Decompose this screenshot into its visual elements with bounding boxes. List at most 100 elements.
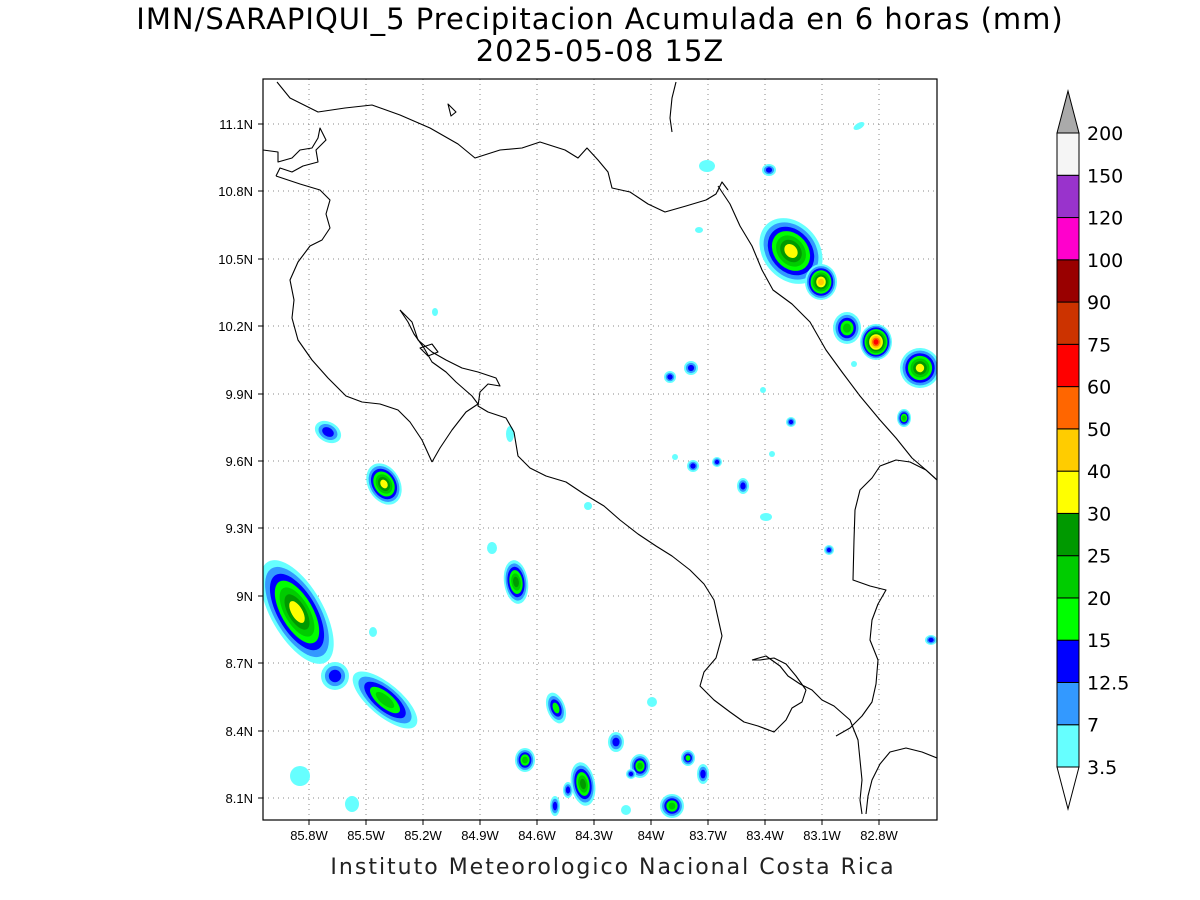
precip-contour: [584, 502, 592, 510]
precip-contour: [695, 227, 703, 233]
precip-contour: [621, 805, 631, 815]
colorbar-low-triangle: [1056, 766, 1080, 811]
colorbar-swatch: [1056, 301, 1080, 345]
precip-contour: [765, 167, 773, 173]
precip-contour: [628, 771, 634, 777]
y-tick-label: 9.6N: [226, 454, 253, 469]
x-tick-label: 85.8W: [290, 828, 328, 843]
colorbar-label: 100: [1087, 250, 1123, 272]
y-tick-label: 9.9N: [226, 387, 253, 402]
y-tick-label: 8.7N: [226, 656, 253, 671]
precip-contour: [826, 547, 832, 553]
map-subtitle-date: 2025-05-08 15Z: [475, 34, 725, 68]
x-tick-label: 82.8W: [860, 828, 898, 843]
colorbar-swatch: [1056, 174, 1080, 219]
colorbar-label: 75: [1087, 334, 1111, 356]
precip-contour: [672, 454, 678, 460]
precip-contour: [380, 479, 388, 489]
precip-contour: [714, 459, 720, 465]
colorbar-label: 90: [1087, 292, 1111, 314]
precip-contour: [637, 762, 643, 770]
colorbar-label: 40: [1087, 461, 1111, 483]
precip-contour: [784, 244, 798, 258]
precip-contour: [788, 419, 794, 425]
colorbar-label: 7: [1087, 715, 1099, 737]
precip-contour: [915, 363, 925, 373]
precip-contour: [668, 802, 676, 810]
precip-contour: [432, 308, 438, 316]
precip-contour: [699, 160, 715, 172]
precip-contour: [612, 737, 620, 747]
colorbar-legend: 3.5 7 12.5 15 20 25 30 40 50 60 75 90 100 120 150 200: [1056, 89, 1129, 811]
colorbar-swatch: [1056, 724, 1080, 768]
precip-contour: [579, 778, 587, 790]
x-tick-label: 83.1W: [803, 828, 841, 843]
colorbar-swatch: [1056, 428, 1080, 472]
x-tick-label: 85.5W: [347, 828, 385, 843]
colorbar-label: 15: [1087, 630, 1111, 652]
precip-contour: [902, 415, 906, 421]
colorbar-label: 150: [1087, 165, 1123, 187]
x-tick-label: 84.3W: [575, 828, 613, 843]
precip-contour: [369, 627, 377, 637]
colorbar-swatch: [1056, 343, 1080, 388]
colorbar-swatch: [1056, 132, 1080, 176]
colorbar-high-triangle: [1056, 89, 1080, 134]
precip-contour: [487, 542, 497, 554]
y-tick-label: 10.5N: [218, 252, 253, 267]
x-tick-label: 84.6W: [518, 828, 556, 843]
colorbar-swatch: [1056, 470, 1080, 514]
y-tick-label: 10.2N: [218, 319, 253, 334]
precip-contour: [345, 796, 359, 812]
precip-contour: [289, 601, 305, 623]
colorbar-label: 30: [1087, 503, 1111, 525]
precip-contour: [685, 755, 691, 761]
axis-tick-marks: [258, 123, 880, 825]
colorbar-swatch: [1056, 555, 1080, 599]
precip-contour: [928, 637, 934, 643]
precip-contour: [565, 786, 571, 794]
precip-contour: [843, 323, 851, 333]
x-tick-label: 83.4W: [746, 828, 784, 843]
precip-contour: [851, 361, 857, 367]
colorbar-swatch: [1056, 259, 1080, 303]
y-tick-label: 9N: [236, 589, 253, 604]
precip-contour: [700, 769, 706, 779]
precip-contour: [760, 513, 772, 521]
credit-footer: Instituto Meteorologico Nacional Costa R…: [330, 855, 896, 880]
precip-contour: [853, 122, 865, 130]
colorbar-swatch: [1056, 597, 1080, 641]
precipitation-cells: [263, 122, 937, 818]
precip-contour: [687, 364, 695, 372]
precip-contour: [328, 669, 342, 683]
precip-contour: [760, 387, 766, 393]
precip-contour: [690, 463, 696, 469]
y-tick-label: 11.1N: [219, 117, 253, 132]
precip-contour: [513, 576, 519, 588]
colorbar-swatch: [1056, 512, 1080, 557]
map-frame: [262, 78, 938, 821]
colorbar-label: 3.5: [1087, 757, 1117, 779]
precip-contour: [873, 339, 879, 345]
precip-contour: [667, 374, 673, 380]
x-tick-label: 85.2W: [404, 828, 442, 843]
x-tick-label: 84W: [638, 828, 665, 843]
precip-contour: [552, 702, 560, 714]
colorbar-swatch: [1056, 681, 1080, 726]
colorbar-label: 12.5: [1087, 672, 1129, 694]
colorbar-swatch: [1056, 639, 1080, 683]
colorbar-swatch: [1056, 386, 1080, 430]
colorbar-label: 50: [1087, 419, 1111, 441]
grid-lines: [263, 79, 937, 820]
colorbar-label: 20: [1087, 588, 1111, 610]
y-tick-label: 9.3N: [226, 521, 253, 536]
precip-contour: [290, 766, 310, 786]
colorbar-label: 25: [1087, 546, 1111, 568]
precip-contour: [322, 427, 334, 437]
precip-contour: [552, 801, 558, 811]
colorbar-label: 60: [1087, 377, 1111, 399]
y-tick-label: 8.1N: [226, 791, 253, 806]
colorbar-label: 200: [1087, 123, 1123, 145]
coastline-borders: [263, 81, 937, 815]
